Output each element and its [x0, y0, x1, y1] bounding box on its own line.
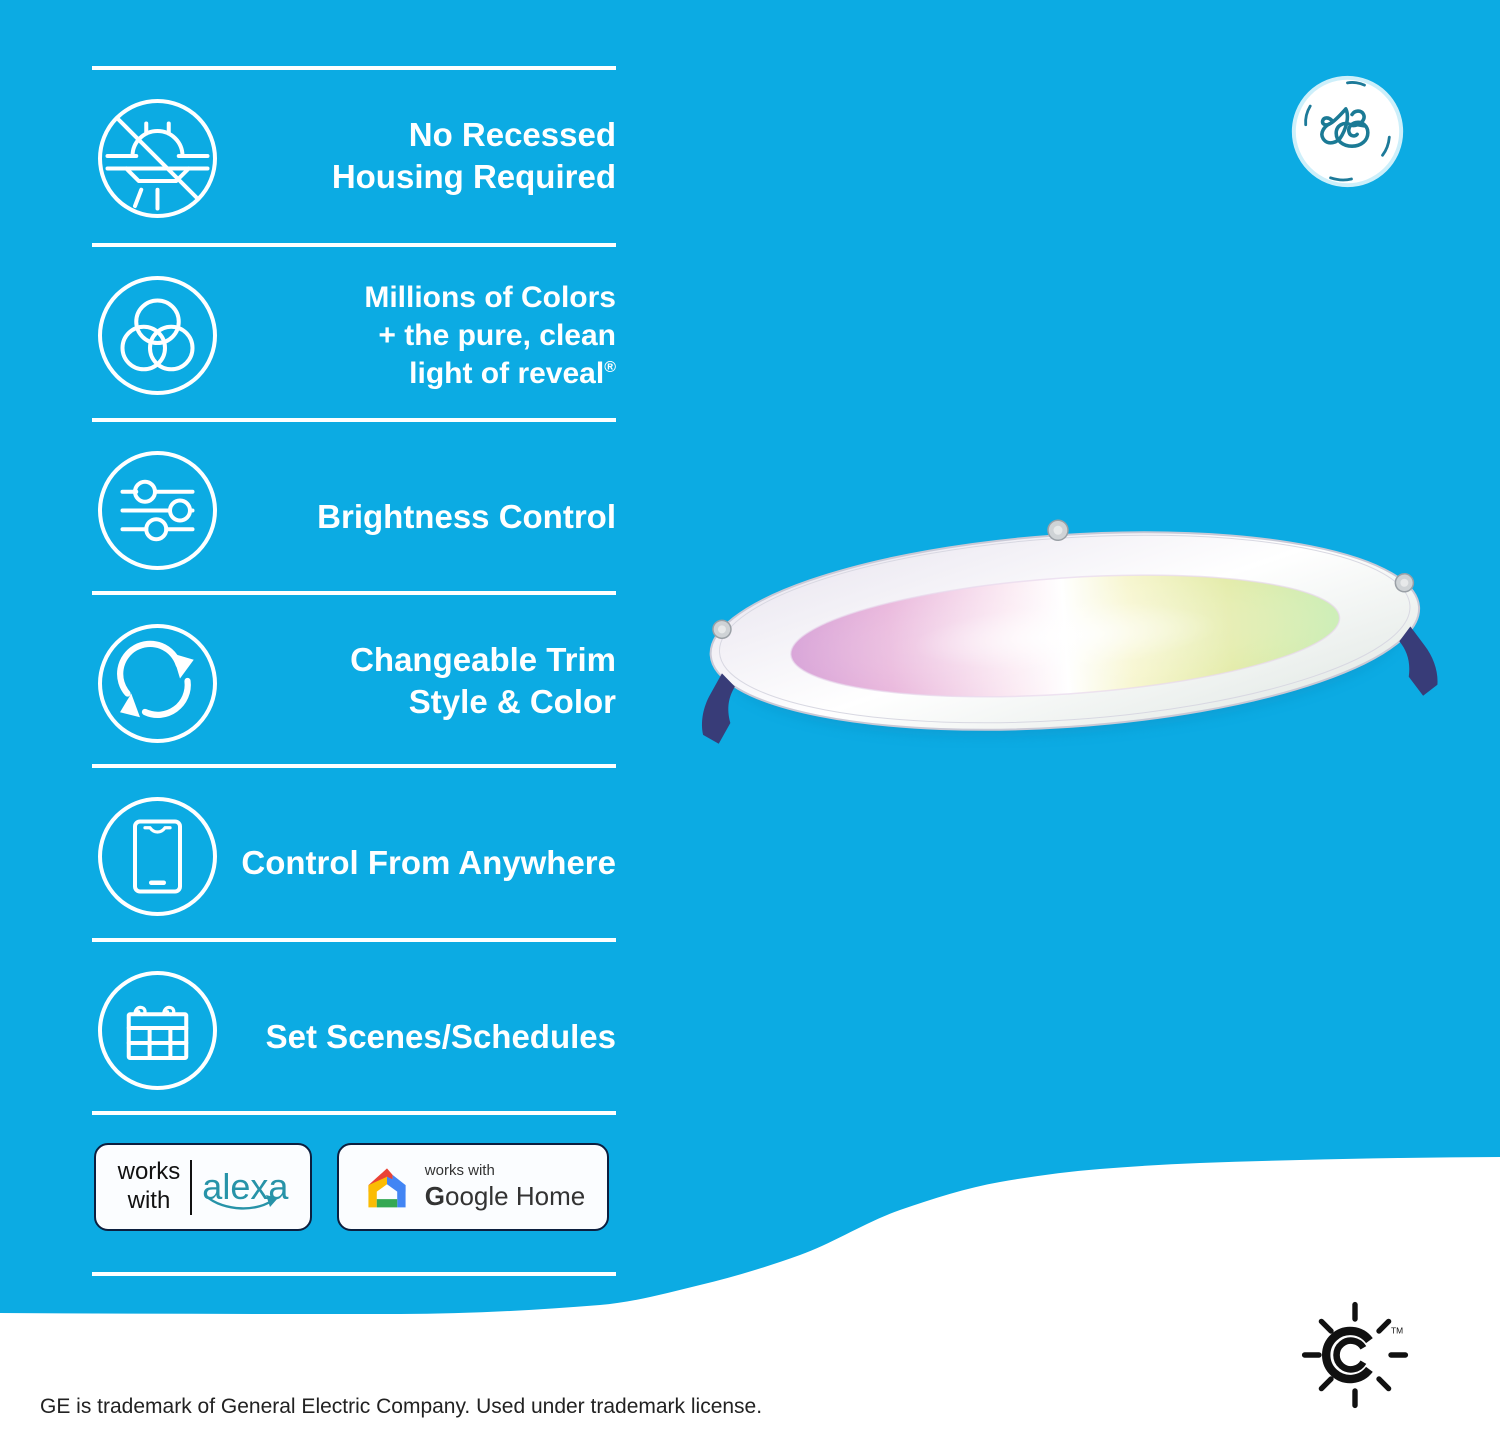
svg-text:TM: TM: [1391, 1325, 1403, 1335]
